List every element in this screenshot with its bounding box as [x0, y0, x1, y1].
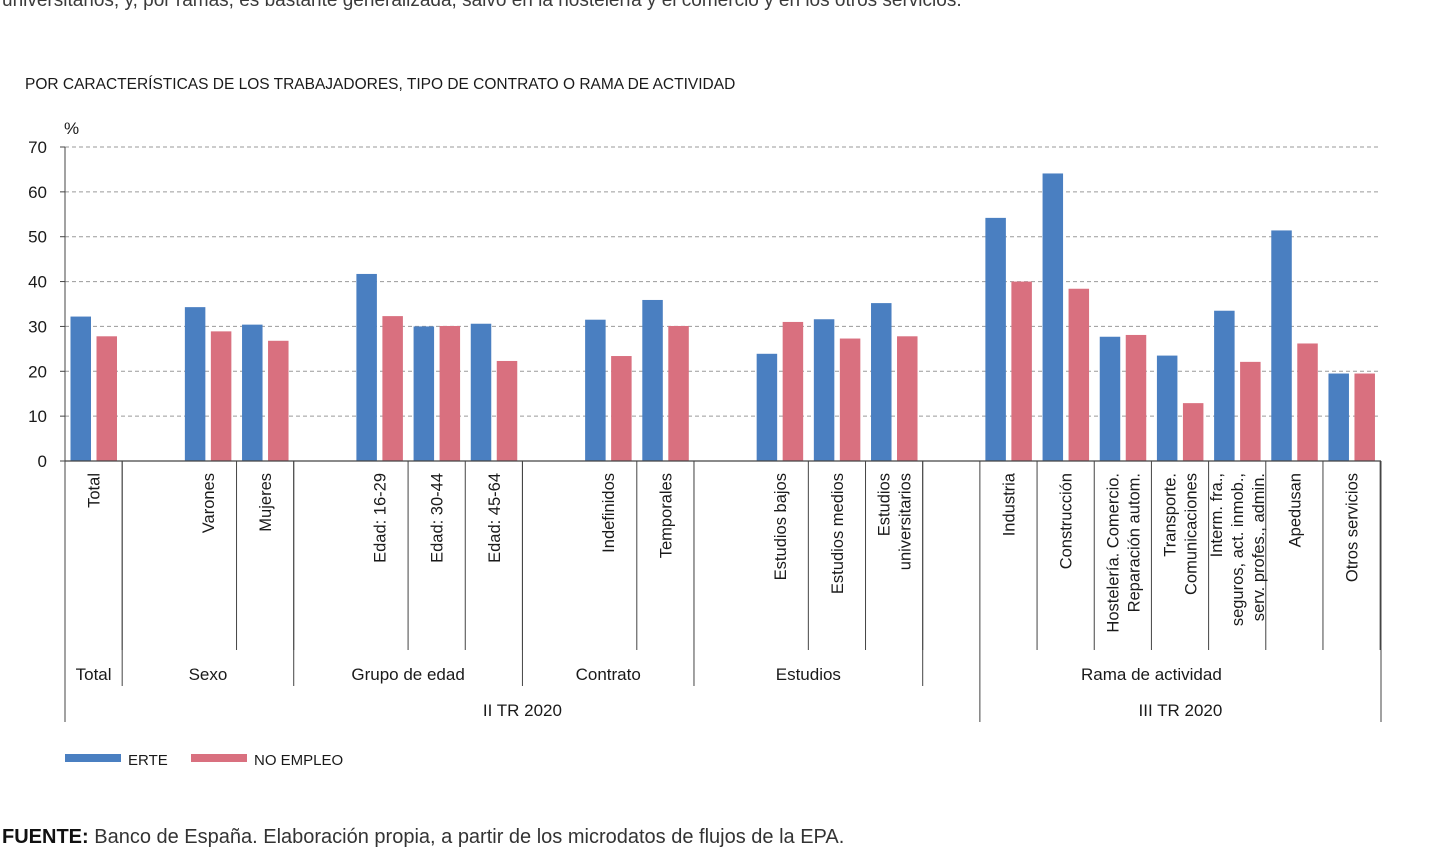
category-label: Otros servicios: [1344, 473, 1362, 582]
category-label: serv. profes., admin.: [1250, 473, 1268, 621]
bar-no-empleo-13: [1125, 334, 1147, 461]
category-label: Transporte.: [1162, 473, 1180, 557]
bar-no-empleo-3: [382, 316, 403, 461]
bar-erte-13: [1099, 336, 1121, 461]
y-tick-label: 30: [28, 317, 47, 336]
bar-no-empleo-1: [210, 331, 232, 461]
legend-swatch-no-empleo: [191, 754, 247, 762]
bar-erte-15: [1214, 310, 1235, 461]
category-label: Temporales: [657, 473, 675, 558]
bar-no-empleo-2: [268, 340, 289, 461]
bar-no-empleo-0: [96, 336, 117, 461]
category-label: Estudios bajos: [772, 473, 790, 580]
category-label: Indefinidos: [600, 473, 618, 553]
group-label: Contrato: [576, 665, 641, 684]
source-note: FUENTE: Banco de España. Elaboración pro…: [2, 826, 844, 849]
bar-no-empleo-15: [1240, 361, 1261, 461]
bars: [70, 173, 1375, 462]
y-tick-label: 60: [28, 183, 47, 202]
bar-erte-9: [813, 319, 835, 461]
bar-no-empleo-14: [1182, 403, 1204, 461]
group-label: Sexo: [189, 665, 228, 684]
bar-erte-0: [70, 316, 91, 461]
y-unit-label: %: [64, 119, 79, 138]
y-tick-label: 40: [28, 273, 47, 292]
bar-erte-14: [1156, 355, 1178, 461]
bar-erte-17: [1328, 373, 1349, 461]
category-label: Varones: [200, 473, 218, 533]
bar-erte-7: [642, 299, 663, 461]
category-label: Edad: 45-64: [486, 473, 504, 563]
legend-swatch-erte: [65, 754, 121, 762]
category-label: Edad: 30-44: [429, 473, 447, 563]
y-tick-label: 0: [38, 452, 47, 471]
y-tick-label: 20: [28, 362, 47, 381]
bar-erte-12: [1042, 173, 1064, 462]
bar-no-empleo-12: [1068, 288, 1090, 461]
category-label: Estudios medios: [829, 473, 847, 594]
category-label: Mujeres: [257, 473, 275, 532]
bar-erte-2: [242, 324, 263, 461]
bar-no-empleo-7: [668, 325, 689, 461]
group-label: Total: [76, 665, 112, 684]
group-label: Estudios: [776, 665, 841, 684]
bar-no-empleo-6: [611, 356, 632, 461]
category-label: Edad: 16-29: [371, 473, 389, 563]
category-label: Estudios: [876, 473, 894, 536]
category-label: universitarios: [897, 473, 915, 570]
group-label: Grupo de edad: [351, 665, 464, 684]
y-axis: 0 10 20 30 40 50 60 70%: [28, 119, 79, 471]
y-tick-label: 70: [28, 138, 47, 157]
category-label: Interm. fra.,: [1208, 473, 1226, 557]
category-label: Construcción: [1058, 473, 1076, 569]
bar-no-empleo-5: [496, 360, 518, 461]
bar-erte-6: [585, 319, 606, 461]
bar-erte-5: [470, 323, 492, 461]
bar-no-empleo-16: [1297, 343, 1318, 461]
legend-label: ERTE: [128, 752, 168, 769]
category-label: Apedusan: [1286, 473, 1304, 547]
chart-title: POR CARACTERÍSTICAS DE LOS TRABAJADORES,…: [25, 76, 736, 93]
group-label: Rama de actividad: [1081, 665, 1222, 684]
bar-erte-1: [184, 307, 206, 461]
bar-erte-10: [871, 303, 892, 461]
y-tick-label: 10: [28, 407, 47, 426]
y-tick-label: 50: [28, 228, 47, 247]
bar-erte-8: [756, 353, 778, 461]
bar-erte-3: [356, 273, 377, 461]
bar-no-empleo-11: [1011, 281, 1032, 461]
category-label: Industria: [1000, 472, 1018, 536]
source-label: FUENTE:: [2, 826, 89, 848]
category-label: Comunicaciones: [1183, 473, 1201, 595]
period-label: III TR 2020: [1139, 701, 1223, 720]
category-label: seguros, act. inmob.,: [1229, 473, 1247, 626]
bar-no-empleo-8: [782, 321, 804, 461]
x-axis: Total Varones Mujeres Edad: 16-29 Edad: 30-4…: [64, 460, 1382, 722]
legend: ERTE NO EMPLEO: [65, 752, 343, 769]
bar-erte-16: [1271, 230, 1292, 461]
intro-text: universitarios; y, por ramas, es bastant…: [2, 0, 962, 11]
bar-no-empleo-4: [439, 325, 461, 461]
bar-no-empleo-17: [1354, 373, 1375, 461]
category-label: Hostelería. Comercio.: [1104, 473, 1122, 633]
bar-no-empleo-9: [839, 338, 861, 461]
source-text: Banco de España. Elaboración propia, a p…: [88, 826, 845, 848]
bar-erte-4: [413, 326, 435, 461]
period-label: II TR 2020: [483, 701, 562, 720]
legend-label: NO EMPLEO: [254, 752, 343, 769]
category-label: Total: [86, 473, 104, 508]
category-label: Reparación autom.: [1125, 473, 1143, 612]
bar-no-empleo-10: [897, 336, 918, 461]
bar-erte-11: [985, 217, 1006, 461]
